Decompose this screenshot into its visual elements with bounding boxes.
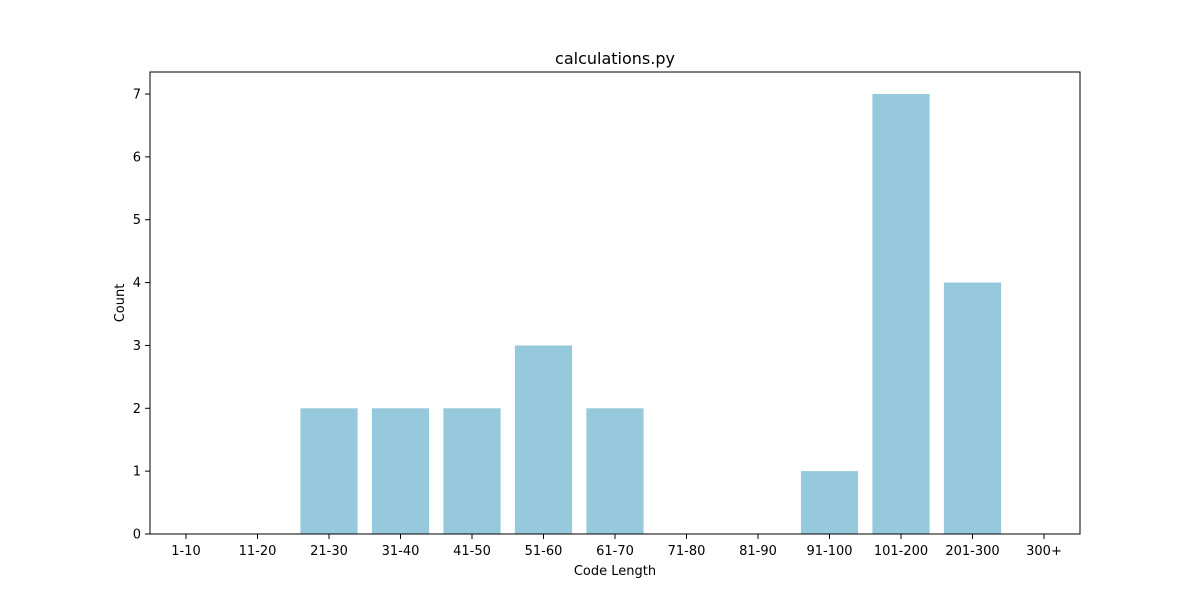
x-tick-label-201-300: 201-300: [945, 544, 999, 559]
bar-61-70: [586, 408, 644, 534]
bar-91-100: [800, 471, 859, 534]
x-tick-label-1-10: 1-10: [171, 544, 201, 559]
y-tick-label-0: 0: [133, 528, 141, 543]
x-tick-label-91-100: 91-100: [806, 544, 852, 559]
y-tick-label-4: 4: [133, 276, 141, 291]
y-tick-label-2: 2: [133, 402, 141, 417]
bars-layer: [300, 94, 1002, 534]
bar-21-30: [300, 408, 358, 534]
x-axis-title: Code Length: [574, 564, 656, 579]
x-tick-label-81-90: 81-90: [739, 544, 777, 559]
x-tick-label-300+: 300+: [1026, 544, 1062, 559]
bar-101-200: [872, 94, 930, 534]
bar-31-40: [371, 408, 430, 534]
x-tick-label-51-60: 51-60: [525, 544, 563, 559]
y-tick-label-1: 1: [133, 465, 141, 480]
x-tick-label-61-70: 61-70: [596, 544, 634, 559]
y-tick-label-7: 7: [133, 88, 141, 103]
y-axis-title: Count: [113, 284, 128, 323]
x-tick-label-41-50: 41-50: [453, 544, 491, 559]
x-tick-label-21-30: 21-30: [310, 544, 348, 559]
x-tick-label-31-40: 31-40: [382, 544, 420, 559]
x-tick-label-71-80: 71-80: [668, 544, 706, 559]
bar-41-50: [443, 408, 501, 534]
y-tick-label-3: 3: [133, 339, 141, 354]
y-tick-label-6: 6: [133, 150, 141, 165]
bar-51-60: [514, 345, 573, 534]
bar-201-300: [943, 282, 1002, 534]
x-tick-label-11-20: 11-20: [239, 544, 277, 559]
x-tick-label-101-200: 101-200: [874, 544, 928, 559]
x-axis: 1-10 11-20 21-30 31-40 41-50 51-60 61-70 71-80 8…: [171, 534, 1062, 559]
chart-title: calculations.py: [555, 49, 675, 68]
y-tick-label-5: 5: [133, 213, 141, 228]
y-axis: 0 1 2 3 4 5 6 7: [133, 88, 150, 543]
